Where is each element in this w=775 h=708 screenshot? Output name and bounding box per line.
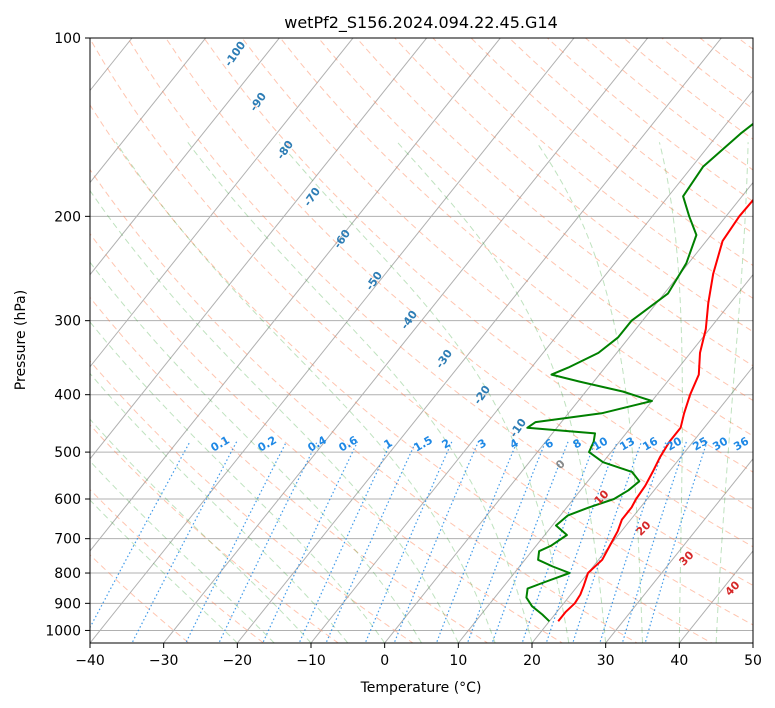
y-tick-label: 200: [54, 209, 81, 225]
mixing-ratio-line: [599, 441, 667, 643]
dry-adiabat-line: [165, 38, 753, 548]
moist-adiabat-line: [187, 142, 533, 643]
y-tick-label: 600: [54, 492, 81, 508]
dry-adiabat-line: [90, 104, 713, 643]
y-tick-label: 700: [54, 532, 81, 548]
isotherm-line: [310, 89, 753, 643]
y-tick-label: 400: [54, 388, 81, 404]
isotherm-line: [163, 38, 649, 643]
y-tick-label: 900: [54, 596, 81, 612]
x-axis-title: Temperature (°C): [360, 680, 482, 696]
moist-adiabat-line: [90, 321, 386, 643]
moist-adiabat-line: [279, 141, 570, 643]
moist-adiabat-line: [397, 141, 607, 643]
x-tick-label: 0: [380, 653, 389, 669]
isotherm-line: [236, 38, 722, 643]
moist-adiabat-line: [115, 142, 496, 643]
x-tick-label: 50: [744, 653, 762, 669]
isotherm-line: [90, 38, 428, 460]
dry-adiabat-line: [127, 38, 753, 587]
isotherm-line: [90, 38, 501, 552]
moist-adiabat-line: [90, 372, 349, 643]
dry-adiabat-line: [90, 488, 265, 643]
isotherm-line: [457, 273, 753, 643]
temperature-profile: [557, 198, 753, 622]
background-lines: [90, 38, 753, 643]
dry-adiabat-line: [355, 38, 753, 367]
dewpoint-profile: [525, 122, 753, 623]
x-tick-label: −30: [149, 653, 179, 669]
chart-title: wetPf2_S156.2024.094.22.45.G14: [284, 13, 558, 33]
dry-adiabat-line: [317, 38, 753, 402]
dry-adiabat-line: [90, 360, 414, 643]
mixing-ratio-line: [90, 441, 191, 629]
x-tick-label: −40: [75, 653, 105, 669]
moist-adiabat-line: [715, 142, 749, 643]
x-tick-label: −20: [223, 653, 253, 669]
dry-adiabat-line: [90, 424, 340, 643]
isotherm-line: [605, 458, 753, 643]
moist-adiabat-line: [90, 261, 422, 643]
x-tick-label: 40: [670, 653, 688, 669]
grid-layer: [90, 38, 753, 643]
x-tick-label: 20: [523, 653, 541, 669]
dry-adiabat-line: [432, 38, 753, 299]
mixing-ratio-line: [131, 441, 238, 643]
mixing-ratio-line: [393, 441, 479, 643]
dry-adiabat-line: [90, 296, 489, 643]
mixing-ratio-line: [621, 441, 687, 643]
isotherm-line: [90, 38, 280, 276]
x-tick-label: 30: [597, 653, 615, 669]
mixing-ratio-line: [572, 441, 643, 643]
moist-adiabat-line: [90, 418, 312, 643]
mixing-ratio-line: [262, 441, 359, 643]
x-tick-label: −10: [296, 653, 326, 669]
isotherm-line: [90, 38, 575, 643]
y-tick-label: 500: [54, 445, 81, 461]
mixing-ratio-line: [364, 441, 453, 643]
y-tick-label: 100: [54, 31, 81, 47]
moist-adiabat-line: [658, 142, 683, 643]
dry-adiabat-line: [90, 168, 639, 643]
axes: −40 −30 −20 −10 0 10 20 30 40 50 1000 900 800 700 600 5…: [45, 31, 762, 669]
isotherm-line: [531, 365, 753, 643]
dry-adiabat-line: [90, 38, 753, 626]
x-tick-label: 10: [449, 653, 467, 669]
y-axis-title: Pressure (hPa): [13, 290, 29, 390]
mixing-ratio-line: [435, 441, 518, 643]
dry-adiabat-line: [90, 232, 564, 643]
isotherm-line: [752, 642, 753, 643]
isotherm-line: [90, 38, 354, 368]
y-tick-label: 300: [54, 314, 81, 330]
y-tick-label: 1000: [45, 623, 81, 639]
dry-adiabat-line: [203, 38, 753, 510]
plot-background: [90, 38, 753, 643]
y-tick-label: 800: [54, 566, 81, 582]
series-layer: [525, 122, 753, 623]
isotherm-line: [384, 181, 753, 643]
plot-frame: [89, 37, 754, 644]
